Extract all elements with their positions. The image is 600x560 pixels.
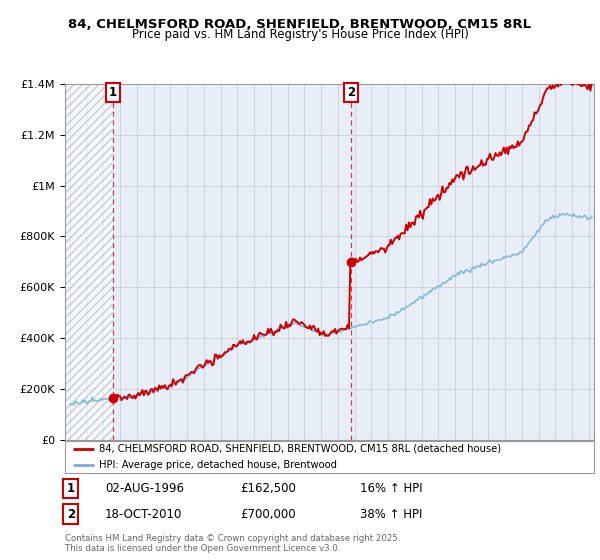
Text: 18-OCT-2010: 18-OCT-2010 <box>105 507 182 521</box>
Text: Price paid vs. HM Land Registry's House Price Index (HPI): Price paid vs. HM Land Registry's House … <box>131 28 469 41</box>
Bar <box>65 84 113 440</box>
Text: 84, CHELMSFORD ROAD, SHENFIELD, BRENTWOOD, CM15 8RL: 84, CHELMSFORD ROAD, SHENFIELD, BRENTWOO… <box>68 18 532 31</box>
Text: 1: 1 <box>109 86 117 99</box>
Text: Contains HM Land Registry data © Crown copyright and database right 2025.
This d: Contains HM Land Registry data © Crown c… <box>65 534 400 553</box>
Text: 2: 2 <box>347 86 355 99</box>
Text: 1: 1 <box>67 482 75 495</box>
Text: HPI: Average price, detached house, Brentwood: HPI: Average price, detached house, Bren… <box>99 460 337 470</box>
Text: £162,500: £162,500 <box>240 482 296 495</box>
Text: 38% ↑ HPI: 38% ↑ HPI <box>360 507 422 521</box>
Text: 2: 2 <box>67 507 75 521</box>
Text: £700,000: £700,000 <box>240 507 296 521</box>
Text: 84, CHELMSFORD ROAD, SHENFIELD, BRENTWOOD, CM15 8RL (detached house): 84, CHELMSFORD ROAD, SHENFIELD, BRENTWOO… <box>99 444 502 454</box>
Text: 02-AUG-1996: 02-AUG-1996 <box>105 482 184 495</box>
Text: 16% ↑ HPI: 16% ↑ HPI <box>360 482 422 495</box>
